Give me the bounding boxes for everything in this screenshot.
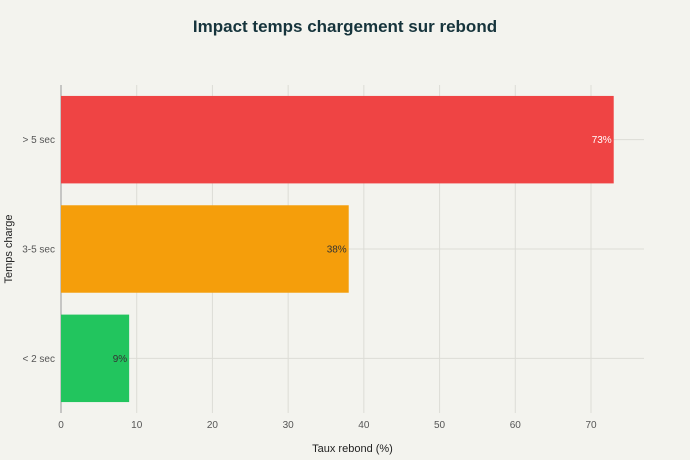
x-tick-label: 40	[358, 420, 370, 431]
bar	[61, 95, 614, 184]
x-tick-label: 30	[283, 420, 295, 431]
label-layer: 0 10 20 30 40 50 60 70 > 5 sec 3-5 sec < 2 sec 73% 3…	[22, 135, 612, 431]
x-tick-label: 70	[585, 420, 597, 431]
y-axis-title: Temps charge	[3, 214, 15, 283]
y-tick-label: < 2 sec	[22, 354, 55, 365]
chart-title: Impact temps chargement sur rebond	[192, 17, 498, 36]
data-label: 38%	[327, 245, 347, 256]
bar	[61, 205, 349, 293]
x-tick-label: 10	[131, 420, 143, 431]
data-label: 9%	[113, 354, 128, 365]
data-label: 73%	[592, 135, 612, 146]
y-tick-label: 3-5 sec	[22, 245, 55, 256]
x-tick-label: 20	[207, 420, 219, 431]
x-tick-label: 60	[510, 420, 522, 431]
x-tick-label: 0	[58, 420, 64, 431]
y-tick-label: > 5 sec	[22, 135, 55, 146]
bar	[61, 314, 130, 403]
bar-layer	[61, 95, 614, 403]
x-tick-label: 50	[434, 420, 446, 431]
x-axis-title: Taux rebond (%)	[312, 443, 393, 455]
